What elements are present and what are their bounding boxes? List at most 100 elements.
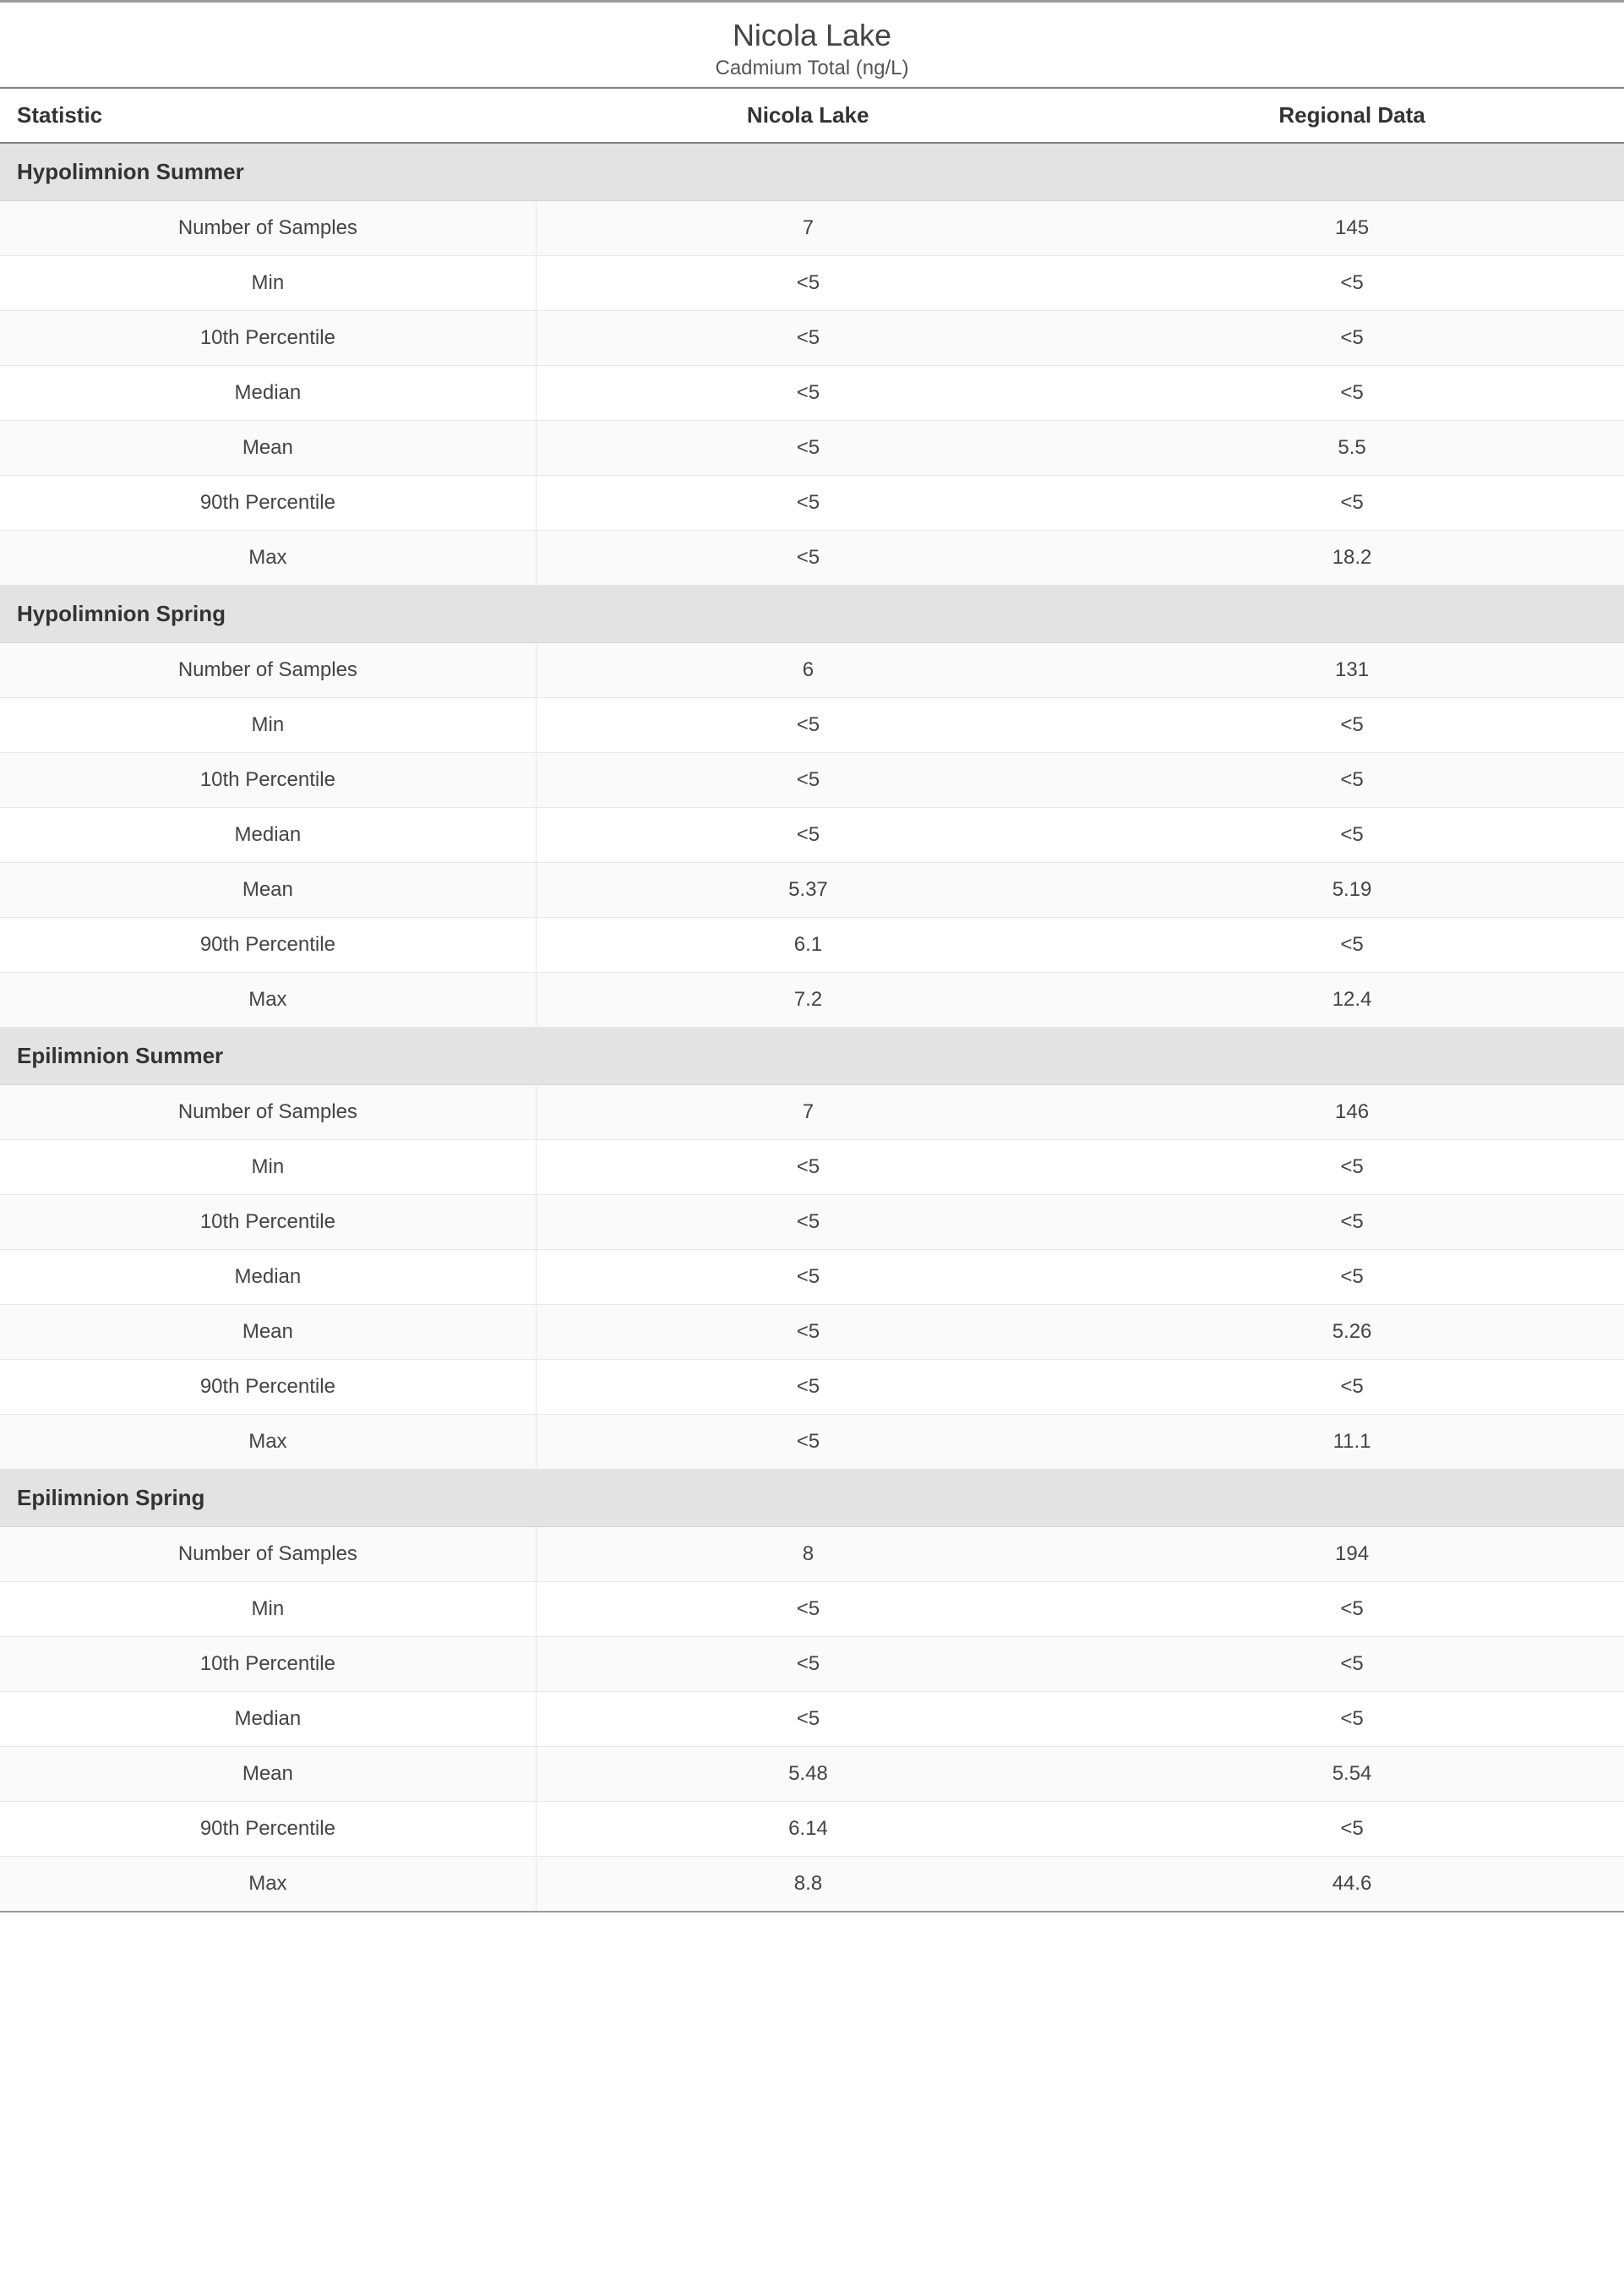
table-row: 90th Percentile<5<5	[0, 1360, 1624, 1415]
value-cell: <5	[1080, 1802, 1624, 1857]
value-cell: <5	[1080, 1692, 1624, 1747]
stat-label-cell: 90th Percentile	[0, 476, 536, 531]
value-cell: <5	[536, 1305, 1080, 1360]
table-row: Min<5<5	[0, 698, 1624, 753]
table-row: Min<5<5	[0, 1140, 1624, 1195]
value-cell: 5.37	[536, 863, 1080, 918]
value-cell: <5	[1080, 808, 1624, 863]
value-cell: <5	[1080, 1360, 1624, 1415]
value-cell: 131	[1080, 643, 1624, 698]
section-header-row: Hypolimnion Spring	[0, 586, 1624, 643]
table-row: Mean5.375.19	[0, 863, 1624, 918]
value-cell: <5	[536, 256, 1080, 311]
stat-label-cell: Median	[0, 1692, 536, 1747]
value-cell: 44.6	[1080, 1857, 1624, 1913]
value-cell: <5	[1080, 366, 1624, 421]
value-cell: 194	[1080, 1527, 1624, 1582]
stat-label-cell: Max	[0, 1857, 536, 1913]
col-header-regional: Regional Data	[1080, 88, 1624, 143]
value-cell: 7	[536, 1085, 1080, 1140]
table-row: Mean<55.5	[0, 421, 1624, 476]
table-row: Max7.212.4	[0, 973, 1624, 1028]
table-row: 10th Percentile<5<5	[0, 1195, 1624, 1250]
value-cell: 12.4	[1080, 973, 1624, 1028]
value-cell: 5.54	[1080, 1747, 1624, 1802]
value-cell: <5	[536, 1250, 1080, 1305]
page-subtitle: Cadmium Total (ng/L)	[0, 57, 1624, 80]
table-row: Number of Samples7146	[0, 1085, 1624, 1140]
stat-label-cell: Mean	[0, 863, 536, 918]
value-cell: <5	[1080, 311, 1624, 366]
value-cell: 18.2	[1080, 531, 1624, 586]
value-cell: <5	[536, 1415, 1080, 1470]
value-cell: <5	[1080, 1637, 1624, 1692]
stat-label-cell: Min	[0, 256, 536, 311]
stat-label-cell: Min	[0, 698, 536, 753]
value-cell: <5	[1080, 1250, 1624, 1305]
stat-label-cell: 90th Percentile	[0, 1802, 536, 1857]
value-cell: <5	[536, 1637, 1080, 1692]
value-cell: 7	[536, 201, 1080, 256]
section-header-cell: Epilimnion Spring	[0, 1470, 1624, 1527]
value-cell: <5	[1080, 1140, 1624, 1195]
value-cell: <5	[536, 808, 1080, 863]
page-title: Nicola Lake	[0, 18, 1624, 53]
col-header-statistic: Statistic	[0, 88, 536, 143]
stat-label-cell: Min	[0, 1582, 536, 1637]
stat-label-cell: Max	[0, 531, 536, 586]
stat-label-cell: Number of Samples	[0, 1527, 536, 1582]
value-cell: <5	[536, 366, 1080, 421]
stat-label-cell: Median	[0, 1250, 536, 1305]
value-cell: <5	[1080, 918, 1624, 973]
table-row: Number of Samples7145	[0, 201, 1624, 256]
table-row: Max<518.2	[0, 531, 1624, 586]
value-cell: 8.8	[536, 1857, 1080, 1913]
stats-table: Statistic Nicola Lake Regional Data Hypo…	[0, 87, 1624, 1913]
stat-label-cell: Number of Samples	[0, 201, 536, 256]
value-cell: <5	[1080, 753, 1624, 808]
value-cell: <5	[1080, 698, 1624, 753]
stat-label-cell: Min	[0, 1140, 536, 1195]
value-cell: <5	[1080, 256, 1624, 311]
value-cell: 146	[1080, 1085, 1624, 1140]
value-cell: <5	[536, 698, 1080, 753]
section-header-row: Hypolimnion Summer	[0, 143, 1624, 201]
table-row: Max8.844.6	[0, 1857, 1624, 1913]
value-cell: <5	[536, 1692, 1080, 1747]
value-cell: 8	[536, 1527, 1080, 1582]
table-row: Number of Samples6131	[0, 643, 1624, 698]
table-row: 90th Percentile6.1<5	[0, 918, 1624, 973]
table-row: 10th Percentile<5<5	[0, 753, 1624, 808]
value-cell: <5	[536, 753, 1080, 808]
stat-label-cell: Max	[0, 973, 536, 1028]
table-row: Median<5<5	[0, 1250, 1624, 1305]
value-cell: 11.1	[1080, 1415, 1624, 1470]
section-header-row: Epilimnion Summer	[0, 1028, 1624, 1085]
table-row: Mean<55.26	[0, 1305, 1624, 1360]
value-cell: <5	[536, 1582, 1080, 1637]
value-cell: <5	[1080, 476, 1624, 531]
table-row: 90th Percentile<5<5	[0, 476, 1624, 531]
stat-label-cell: Mean	[0, 1747, 536, 1802]
value-cell: <5	[536, 1140, 1080, 1195]
report-container: Nicola Lake Cadmium Total (ng/L) Statist…	[0, 0, 1624, 1913]
section-header-cell: Hypolimnion Spring	[0, 586, 1624, 643]
stat-label-cell: 90th Percentile	[0, 1360, 536, 1415]
section-header-cell: Epilimnion Summer	[0, 1028, 1624, 1085]
table-body: Hypolimnion SummerNumber of Samples7145M…	[0, 143, 1624, 1912]
title-block: Nicola Lake Cadmium Total (ng/L)	[0, 3, 1624, 87]
value-cell: 6	[536, 643, 1080, 698]
stat-label-cell: Median	[0, 366, 536, 421]
value-cell: 5.19	[1080, 863, 1624, 918]
table-row: 10th Percentile<5<5	[0, 1637, 1624, 1692]
value-cell: 5.48	[536, 1747, 1080, 1802]
value-cell: <5	[536, 421, 1080, 476]
value-cell: <5	[1080, 1195, 1624, 1250]
table-row: 90th Percentile6.14<5	[0, 1802, 1624, 1857]
value-cell: <5	[536, 476, 1080, 531]
value-cell: 7.2	[536, 973, 1080, 1028]
col-header-site: Nicola Lake	[536, 88, 1080, 143]
stat-label-cell: 10th Percentile	[0, 1195, 536, 1250]
value-cell: <5	[536, 1360, 1080, 1415]
table-row: Mean5.485.54	[0, 1747, 1624, 1802]
